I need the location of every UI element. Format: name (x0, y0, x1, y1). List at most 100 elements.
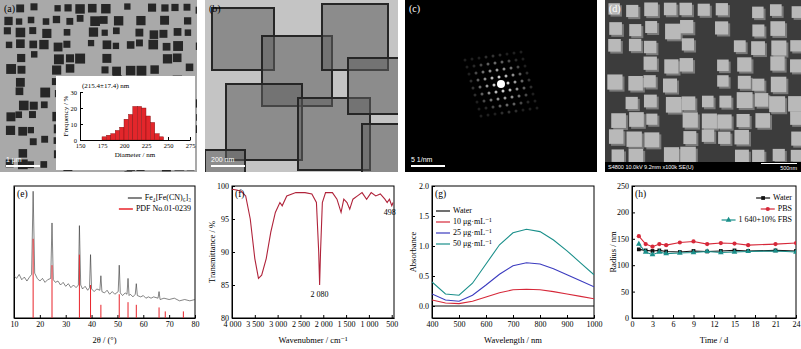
diffraction-spot (534, 100, 537, 103)
image-panel: S4800 10.0kV 9.2mm x100k SE(U)500nm(d) (605, 0, 801, 172)
particle (790, 59, 801, 72)
particle (63, 41, 70, 48)
tick-label: 0 (631, 320, 635, 329)
tick: 3 (651, 315, 655, 329)
marker (663, 250, 669, 255)
legend-entry: Water (436, 206, 472, 215)
diffraction-spot (492, 55, 495, 58)
tick-label: 1 500 (338, 320, 356, 329)
tick-label: 30 (71, 89, 78, 96)
particle (64, 29, 71, 36)
tick-label: 400 (427, 320, 439, 329)
tick-label: 85 (221, 281, 229, 290)
particle (771, 40, 786, 55)
tick: 600 (481, 315, 493, 329)
diffraction-spot (513, 52, 516, 55)
x-axis-title: Wavelength / nm (484, 335, 542, 345)
panel-label: (b) (209, 3, 221, 15)
diffraction-spot (480, 115, 483, 118)
tick-label: 0.5 (419, 272, 429, 281)
particle (6, 42, 12, 48)
legend-entry: PDF No.01-0239 (119, 204, 191, 213)
tick-label: 1.5 (419, 212, 429, 221)
particle (101, 66, 108, 73)
stick (119, 294, 120, 318)
bar (102, 137, 106, 140)
tick: 0 (625, 314, 635, 323)
tick-label: 40 (88, 320, 96, 329)
bar (133, 106, 137, 140)
particle (348, 58, 398, 114)
particle (103, 40, 112, 49)
legend-entry: PBS (761, 204, 792, 213)
chart: 40050060070080090010000.00.51.01.52.0(g)… (408, 182, 602, 345)
diffraction-spot (487, 114, 490, 117)
particle (16, 39, 25, 48)
series-line (432, 305, 594, 306)
tick-mark (369, 315, 370, 318)
panel-label: (e) (17, 189, 28, 200)
diffraction-spot (475, 72, 478, 75)
diffraction-spot (522, 109, 525, 112)
tick-label: 80 (192, 320, 200, 329)
tick-mark (232, 285, 235, 286)
tick-mark (776, 315, 777, 318)
tick: 21 (772, 315, 780, 329)
tick: 20 (71, 105, 84, 112)
particle (629, 39, 641, 51)
tick-mark (567, 315, 568, 318)
scale-label: 5 1/nm (411, 156, 433, 163)
particle (752, 7, 763, 18)
particle (770, 56, 784, 70)
tick-mark (653, 315, 654, 318)
legend: Fe₄[Fe(CN)₆]₃PDF No.01-0239 (119, 193, 191, 213)
diffraction-spot (514, 81, 517, 84)
plot-marks (14, 191, 195, 318)
particle (30, 138, 37, 145)
diffraction-spot (508, 60, 511, 63)
diffraction-spot (530, 86, 533, 89)
tick-mark (632, 265, 635, 266)
y-axis-title: Absorbance (408, 231, 418, 272)
diffraction-spot (527, 101, 530, 104)
particle (17, 54, 25, 62)
tick-mark (40, 315, 41, 318)
particle (755, 93, 769, 107)
particle (28, 127, 34, 133)
marker (793, 249, 796, 254)
particle (626, 5, 638, 17)
diffraction-spot (521, 80, 524, 83)
particle (112, 67, 121, 76)
tick-label: 175 (98, 142, 108, 149)
particle (646, 114, 657, 125)
x-axis: 1020304050607080 (11, 315, 200, 329)
particle (114, 16, 123, 25)
tick: 50 (621, 288, 635, 297)
marker (656, 249, 662, 254)
legend-label: 1 640+10% FBS (739, 215, 792, 224)
panel-label: (h) (635, 189, 646, 200)
particle (682, 38, 694, 50)
particle (702, 129, 714, 141)
diffraction-spot (506, 104, 509, 107)
tick-label: 150 (76, 142, 86, 149)
diffraction-spot (490, 99, 493, 102)
particle (702, 114, 717, 129)
marker (664, 243, 668, 247)
image-content (4, 3, 197, 172)
particle (626, 97, 638, 109)
tick-mark (232, 252, 235, 253)
diffraction-spot (501, 112, 504, 115)
tick-label: 50 (621, 288, 629, 297)
x-axis-title: Diameter / nm (115, 151, 156, 159)
tick: 500 (454, 315, 466, 329)
legend-label: 10 μg·mL⁻¹ (453, 217, 492, 226)
bar (115, 130, 119, 140)
tick-mark (80, 92, 83, 93)
diffraction-spot (497, 98, 500, 101)
diffraction-spot (486, 85, 489, 88)
particle (611, 113, 626, 128)
tick-label: 10 (11, 320, 19, 329)
particle (54, 43, 63, 52)
particle (644, 132, 659, 147)
